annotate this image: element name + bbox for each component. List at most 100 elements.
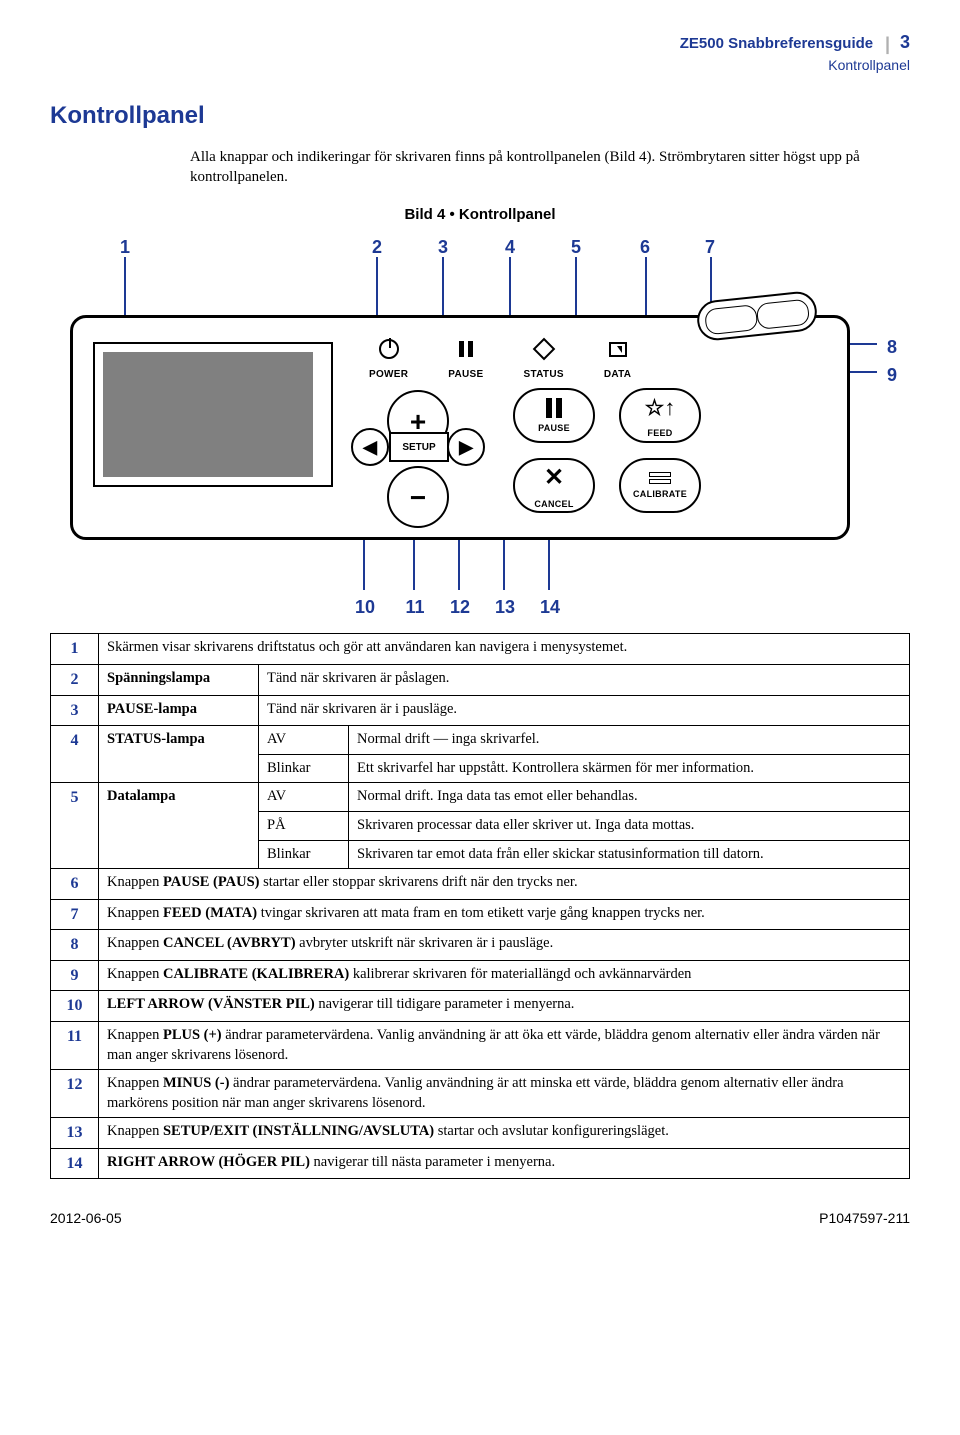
- callout-1: 1: [115, 235, 135, 259]
- doc-subtitle: Kontrollpanel: [50, 56, 910, 75]
- feed-button: ☆↑ FEED: [619, 388, 701, 443]
- row-label: Spänningslampa: [99, 665, 259, 696]
- control-panel-outline: POWER PAUSE STATUS DATA + − ◀ ▶ SETUP PA…: [70, 315, 850, 540]
- callout-3: 3: [433, 235, 453, 259]
- screen-area: [103, 352, 313, 477]
- table-row: 2SpänningslampaTänd när skrivaren är pås…: [51, 665, 910, 696]
- row-desc: LEFT ARROW (VÄNSTER PIL) navigerar till …: [99, 991, 910, 1022]
- page-footer: 2012-06-05 P1047597-211: [50, 1209, 910, 1228]
- callout-8: 8: [882, 335, 902, 359]
- footer-date: 2012-06-05: [50, 1209, 122, 1228]
- table-row: 9Knappen CALIBRATE (KALIBRERA) kalibrera…: [51, 960, 910, 991]
- callout-2: 2: [367, 235, 387, 259]
- power-switch-icon: [695, 290, 819, 342]
- row-number: 3: [51, 695, 99, 726]
- power-icon: [379, 339, 399, 359]
- row-desc: Tänd när skrivaren är i pausläge.: [259, 695, 910, 726]
- data-icon: [609, 342, 627, 357]
- row-number: 5: [51, 783, 99, 869]
- row-desc: Knappen SETUP/EXIT (INSTÄLLNING/AVSLUTA)…: [99, 1118, 910, 1149]
- separator: |: [885, 34, 890, 54]
- table-row: 5DatalampaAVNormal drift. Inga data tas …: [51, 783, 910, 812]
- row-number: 7: [51, 899, 99, 930]
- table-row: 4STATUS-lampaAVNormal drift — inga skriv…: [51, 726, 910, 755]
- row-desc: Normal drift — inga skrivarfel.: [349, 726, 910, 755]
- figure-caption: Bild 4 • Kontrollpanel: [50, 205, 910, 225]
- row-label: STATUS-lampa: [99, 726, 259, 783]
- row-desc: Skrivaren tar emot data från eller skick…: [349, 840, 910, 869]
- calibrate-icon: [649, 472, 671, 484]
- table-row: 10LEFT ARROW (VÄNSTER PIL) navigerar til…: [51, 991, 910, 1022]
- left-arrow-button: ◀: [351, 428, 389, 466]
- row-number: 11: [51, 1022, 99, 1070]
- row-desc: RIGHT ARROW (HÖGER PIL) navigerar till n…: [99, 1148, 910, 1179]
- section-title: Kontrollpanel: [50, 100, 910, 132]
- row-number: 1: [51, 634, 99, 665]
- status-icon: [532, 338, 555, 361]
- table-row: 8Knappen CANCEL (AVBRYT) avbryter utskri…: [51, 930, 910, 961]
- callout-12: 12: [450, 595, 470, 619]
- row-desc: Skärmen visar skrivarens driftstatus och…: [99, 634, 910, 665]
- led-pause: PAUSE: [448, 336, 483, 382]
- callout-6: 6: [635, 235, 655, 259]
- row-desc: Knappen CALIBRATE (KALIBRERA) kalibrerar…: [99, 960, 910, 991]
- pause-label: PAUSE: [538, 422, 570, 434]
- row-label: Datalampa: [99, 783, 259, 869]
- led-status: STATUS: [524, 336, 564, 382]
- led-power: POWER: [369, 336, 408, 382]
- right-arrow-button: ▶: [447, 428, 485, 466]
- row-state: Blinkar: [259, 840, 349, 869]
- callout-5: 5: [566, 235, 586, 259]
- setup-button: SETUP: [389, 432, 449, 462]
- row-number: 12: [51, 1070, 99, 1118]
- row-desc: Skrivaren processar data eller skriver u…: [349, 811, 910, 840]
- footer-doc: P1047597-211: [819, 1209, 910, 1228]
- row-desc: Knappen MINUS (-) ändrar parametervärden…: [99, 1070, 910, 1118]
- row-label: PAUSE-lampa: [99, 695, 259, 726]
- row-state: PÅ: [259, 811, 349, 840]
- pause-icon: [458, 341, 474, 357]
- pause-button: PAUSE: [513, 388, 595, 443]
- led-power-label: POWER: [369, 368, 408, 382]
- row-desc: Ett skrivarfel har uppstått. Kontrollera…: [349, 754, 910, 783]
- row-desc: Normal drift. Inga data tas emot eller b…: [349, 783, 910, 812]
- doc-title: ZE500 Snabbreferensguide: [680, 35, 873, 52]
- row-number: 4: [51, 726, 99, 783]
- row-desc: Knappen PAUSE (PAUS) startar eller stopp…: [99, 869, 910, 900]
- callout-7: 7: [700, 235, 720, 259]
- display-screen: [93, 342, 333, 487]
- callout-14: 14: [540, 595, 560, 619]
- table-row: 7Knappen FEED (MATA) tvingar skrivaren a…: [51, 899, 910, 930]
- row-number: 6: [51, 869, 99, 900]
- page-number: 3: [900, 32, 910, 52]
- row-number: 9: [51, 960, 99, 991]
- reference-table: 1Skärmen visar skrivarens driftstatus oc…: [50, 633, 910, 1179]
- cancel-icon: ✕: [544, 462, 564, 494]
- calibrate-button: CALIBRATE: [619, 458, 701, 513]
- callout-13: 13: [495, 595, 515, 619]
- callout-10: 10: [355, 595, 375, 619]
- pause-icon: [544, 398, 564, 418]
- row-state: AV: [259, 726, 349, 755]
- row-number: 8: [51, 930, 99, 961]
- feed-icon: ☆↑: [645, 393, 676, 423]
- minus-button: −: [387, 466, 449, 528]
- row-number: 13: [51, 1118, 99, 1149]
- callout-9: 9: [882, 363, 902, 387]
- row-number: 10: [51, 991, 99, 1022]
- cancel-button: ✕ CANCEL: [513, 458, 595, 513]
- led-data: DATA: [604, 336, 632, 382]
- led-data-label: DATA: [604, 368, 632, 382]
- row-desc: Knappen CANCEL (AVBRYT) avbryter utskrif…: [99, 930, 910, 961]
- row-state: Blinkar: [259, 754, 349, 783]
- row-desc: Knappen FEED (MATA) tvingar skrivaren at…: [99, 899, 910, 930]
- cancel-label: CANCEL: [534, 498, 573, 510]
- intro-text: Alla knappar och indikeringar för skriva…: [190, 147, 910, 188]
- feed-label: FEED: [647, 427, 672, 439]
- led-row: POWER PAUSE STATUS DATA: [369, 336, 631, 382]
- row-desc: Tänd när skrivaren är påslagen.: [259, 665, 910, 696]
- callout-11: 11: [405, 595, 425, 619]
- page-header: ZE500 Snabbreferensguide | 3 Kontrollpan…: [50, 30, 910, 75]
- led-status-label: STATUS: [524, 368, 564, 382]
- table-row: 13Knappen SETUP/EXIT (INSTÄLLNING/AVSLUT…: [51, 1118, 910, 1149]
